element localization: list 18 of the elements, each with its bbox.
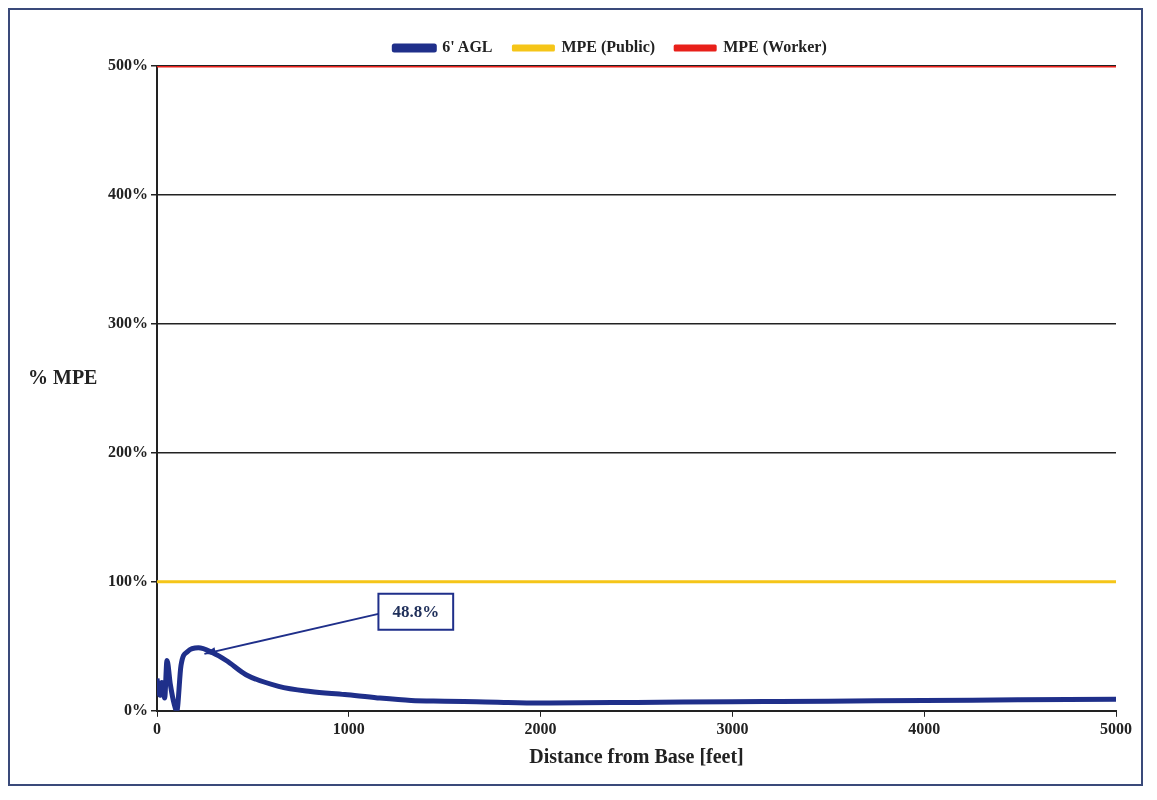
y-tick-label: 100%	[108, 571, 148, 589]
annotation: 48.8%	[392, 602, 440, 622]
legend-label: MPE (Public)	[561, 38, 656, 57]
y-tick-label: 0%	[124, 700, 148, 718]
x-tick-label: 4000	[908, 719, 941, 737]
y-tick-label: 400%	[108, 185, 148, 203]
y-tick-label: 300%	[108, 314, 148, 332]
legend-label: 6' AGL	[442, 38, 493, 56]
x-tick-label: 0	[153, 719, 161, 737]
x-axis-title: Distance from Base [feet]	[529, 745, 744, 768]
legend-label: MPE (Worker)	[723, 38, 827, 57]
y-tick-label: 500%	[108, 56, 148, 74]
x-tick-label: 2000	[524, 719, 557, 737]
x-tick-label: 3000	[716, 719, 749, 737]
y-axis-title: % MPE	[28, 365, 98, 388]
y-tick-label: 200%	[108, 443, 148, 461]
x-tick-label: 1000	[332, 719, 365, 737]
x-tick-label: 5000	[1100, 719, 1132, 737]
